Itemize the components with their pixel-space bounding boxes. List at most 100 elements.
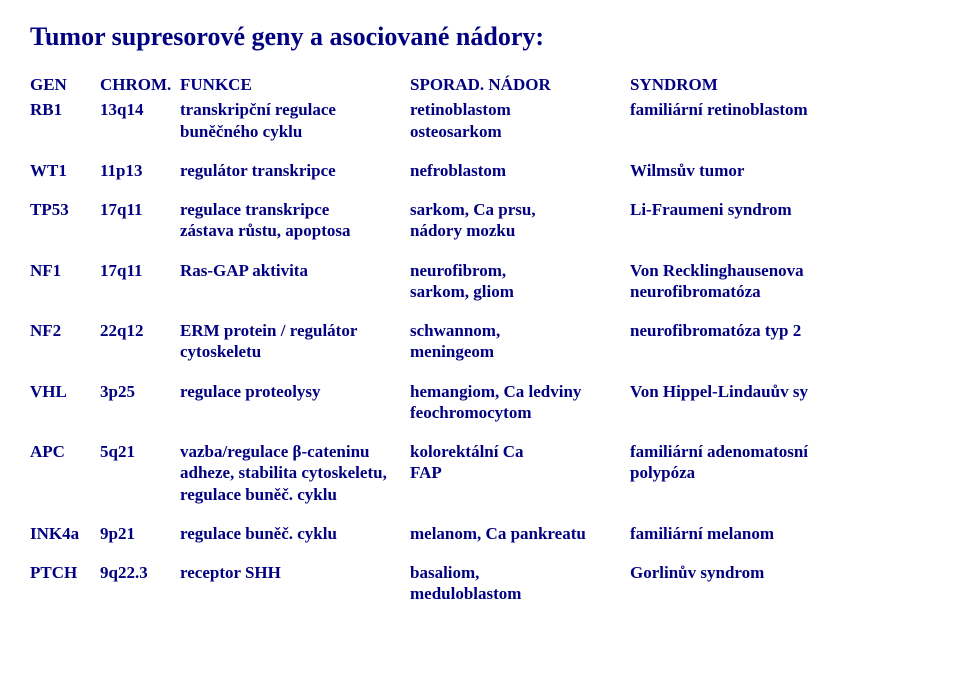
- cell-line: melanom, Ca pankreatu: [410, 523, 630, 544]
- cell-line: familiární adenomatosní: [630, 441, 930, 462]
- cell-line: buněčného cyklu: [180, 121, 410, 142]
- table-row: APC 5q21 vazba/regulace β-cateninu adhez…: [30, 441, 930, 505]
- cell-chrom: 3p25: [100, 381, 180, 402]
- cell-line: Gorlinův syndrom: [630, 562, 930, 583]
- cell-line: basaliom,: [410, 562, 630, 583]
- cell-spor: sarkom, Ca prsu, nádory mozku: [410, 199, 630, 242]
- cell-gen: PTCH: [30, 562, 100, 583]
- cell-line: neurofibrom,: [410, 260, 630, 281]
- page-title: Tumor supresorové geny a asociované nádo…: [30, 22, 930, 52]
- col-header-spor: SPORAD. NÁDOR: [410, 74, 630, 95]
- col-header-synd: SYNDROM: [630, 74, 930, 95]
- cell-gen: NF1: [30, 260, 100, 281]
- cell-line: nefroblastom: [410, 160, 630, 181]
- table-row: NF2 22q12 ERM protein / regulátor cytosk…: [30, 320, 930, 363]
- cell-synd: Gorlinův syndrom: [630, 562, 930, 583]
- cell-line: neurofibromatóza: [630, 281, 930, 302]
- cell-spor: schwannom, meningeom: [410, 320, 630, 363]
- table-row: RB1 13q14 transkripční regulace buněčnéh…: [30, 99, 930, 142]
- cell-line: Ras-GAP aktivita: [180, 260, 410, 281]
- cell-chrom: 17q11: [100, 199, 180, 220]
- cell-gen: VHL: [30, 381, 100, 402]
- cell-line: meningeom: [410, 341, 630, 362]
- cell-synd: Von Recklinghausenova neurofibromatóza: [630, 260, 930, 303]
- cell-chrom: 22q12: [100, 320, 180, 341]
- cell-spor: melanom, Ca pankreatu: [410, 523, 630, 544]
- cell-synd: neurofibromatóza typ 2: [630, 320, 930, 341]
- cell-func: Ras-GAP aktivita: [180, 260, 410, 281]
- cell-func: ERM protein / regulátor cytoskeletu: [180, 320, 410, 363]
- cell-line: polypóza: [630, 462, 930, 483]
- col-header-chrom: CHROM.: [100, 74, 180, 95]
- cell-line: receptor SHH: [180, 562, 410, 583]
- cell-func: regulace buněč. cyklu: [180, 523, 410, 544]
- cell-spor: kolorektální Ca FAP: [410, 441, 630, 484]
- cell-line: meduloblastom: [410, 583, 630, 604]
- table-row: WT1 11p13 regulátor transkripce nefrobla…: [30, 160, 930, 181]
- table-row: NF1 17q11 Ras-GAP aktivita neurofibrom, …: [30, 260, 930, 303]
- cell-spor: hemangiom, Ca ledviny feochromocytom: [410, 381, 630, 424]
- cell-line: familiární melanom: [630, 523, 930, 544]
- cell-spor: basaliom, meduloblastom: [410, 562, 630, 605]
- cell-synd: familiární melanom: [630, 523, 930, 544]
- cell-line: nádory mozku: [410, 220, 630, 241]
- cell-line: transkripční regulace: [180, 99, 410, 120]
- cell-line: hemangiom, Ca ledviny: [410, 381, 630, 402]
- cell-line: retinoblastom: [410, 99, 630, 120]
- cell-gen: APC: [30, 441, 100, 462]
- cell-line: sarkom, gliom: [410, 281, 630, 302]
- table-row: TP53 17q11 regulace transkripce zástava …: [30, 199, 930, 242]
- cell-line: regulace transkripce: [180, 199, 410, 220]
- cell-line: adheze, stabilita cytoskeletu,: [180, 462, 410, 483]
- cell-line: Von Hippel-Lindauův sy: [630, 381, 930, 402]
- cell-line: Li-Fraumeni syndrom: [630, 199, 930, 220]
- cell-chrom: 9q22.3: [100, 562, 180, 583]
- cell-synd: Li-Fraumeni syndrom: [630, 199, 930, 220]
- cell-line: neurofibromatóza typ 2: [630, 320, 930, 341]
- cell-spor: nefroblastom: [410, 160, 630, 181]
- cell-line: Von Recklinghausenova: [630, 260, 930, 281]
- cell-line: sarkom, Ca prsu,: [410, 199, 630, 220]
- cell-gen: NF2: [30, 320, 100, 341]
- cell-chrom: 5q21: [100, 441, 180, 462]
- cell-synd: familiární adenomatosní polypóza: [630, 441, 930, 484]
- cell-synd: Von Hippel-Lindauův sy: [630, 381, 930, 402]
- cell-line: regulace buněč. cyklu: [180, 523, 410, 544]
- cell-line: regulace buněč. cyklu: [180, 484, 410, 505]
- cell-line: familiární retinoblastom: [630, 99, 930, 120]
- cell-func: receptor SHH: [180, 562, 410, 583]
- cell-func: regulace proteolysy: [180, 381, 410, 402]
- cell-line: feochromocytom: [410, 402, 630, 423]
- cell-line: cytoskeletu: [180, 341, 410, 362]
- cell-gen: INK4a: [30, 523, 100, 544]
- cell-spor: retinoblastom osteosarkom: [410, 99, 630, 142]
- cell-synd: familiární retinoblastom: [630, 99, 930, 120]
- cell-func: regulátor transkripce: [180, 160, 410, 181]
- cell-line: zástava růstu, apoptosa: [180, 220, 410, 241]
- cell-gen: WT1: [30, 160, 100, 181]
- cell-line: Wilmsův tumor: [630, 160, 930, 181]
- cell-line: kolorektální Ca: [410, 441, 630, 462]
- cell-line: osteosarkom: [410, 121, 630, 142]
- cell-func: regulace transkripce zástava růstu, apop…: [180, 199, 410, 242]
- cell-chrom: 11p13: [100, 160, 180, 181]
- cell-func: vazba/regulace β-cateninu adheze, stabil…: [180, 441, 410, 505]
- cell-synd: Wilmsův tumor: [630, 160, 930, 181]
- cell-line: regulace proteolysy: [180, 381, 410, 402]
- col-header-gen: GEN: [30, 74, 100, 95]
- cell-line: FAP: [410, 462, 630, 483]
- table-row: PTCH 9q22.3 receptor SHH basaliom, medul…: [30, 562, 930, 605]
- cell-chrom: 9p21: [100, 523, 180, 544]
- cell-func: transkripční regulace buněčného cyklu: [180, 99, 410, 142]
- cell-line: ERM protein / regulátor: [180, 320, 410, 341]
- table-row: VHL 3p25 regulace proteolysy hemangiom, …: [30, 381, 930, 424]
- cell-spor: neurofibrom, sarkom, gliom: [410, 260, 630, 303]
- col-header-func: FUNKCE: [180, 74, 410, 95]
- cell-line: schwannom,: [410, 320, 630, 341]
- cell-chrom: 13q14: [100, 99, 180, 120]
- cell-chrom: 17q11: [100, 260, 180, 281]
- cell-line: regulátor transkripce: [180, 160, 410, 181]
- table-row: INK4a 9p21 regulace buněč. cyklu melanom…: [30, 523, 930, 544]
- cell-gen: RB1: [30, 99, 100, 120]
- cell-line: vazba/regulace β-cateninu: [180, 441, 410, 462]
